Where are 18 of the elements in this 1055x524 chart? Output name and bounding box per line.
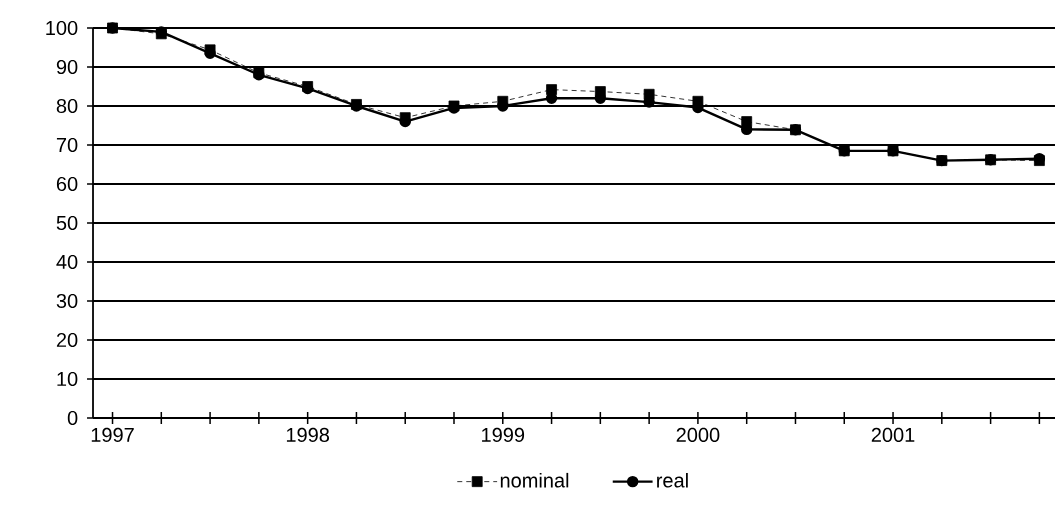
x-tick-label: 2001: [871, 427, 915, 443]
y-tick-label: 90: [56, 59, 78, 75]
x-tick-label: 2000: [676, 427, 720, 443]
y-tick-label: 40: [56, 254, 78, 270]
y-tick-label: 10: [57, 371, 78, 387]
y-tick-label: 60: [56, 176, 78, 192]
y-tick-label: 70: [56, 137, 78, 153]
y-tick-label: 80: [56, 98, 78, 114]
y-tick-label: 0: [67, 410, 78, 426]
y-tick-label: 30: [56, 293, 78, 309]
legend-label: nominal: [500, 472, 569, 488]
legend-label: real: [657, 472, 688, 488]
y-tick-label: 100: [46, 20, 78, 36]
x-tick-label: 1997: [91, 427, 134, 443]
x-tick-label: 1999: [482, 427, 525, 443]
x-tick-label: 1998: [286, 427, 330, 443]
y-tick-label: 20: [56, 332, 78, 348]
y-tick-label: 50: [56, 215, 78, 231]
